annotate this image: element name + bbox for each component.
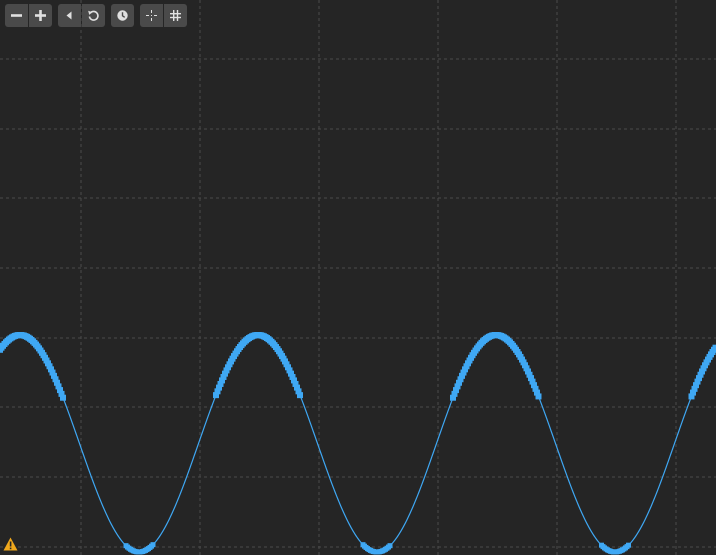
- clock-icon: [117, 10, 128, 21]
- data-point: [49, 369, 56, 376]
- step-back-button[interactable]: [58, 4, 81, 27]
- zoom-group: [5, 4, 52, 27]
- data-point: [534, 389, 540, 396]
- data-point: [58, 390, 65, 397]
- toolbar: [5, 4, 187, 27]
- data-point: [285, 364, 291, 371]
- data-point: [213, 392, 219, 399]
- data-point: [292, 380, 299, 387]
- data-point: [57, 387, 63, 394]
- data-point: [694, 378, 701, 385]
- step-back-icon: [66, 11, 72, 20]
- data-point: [288, 370, 294, 377]
- data-point: [457, 376, 464, 383]
- data-point: [220, 373, 227, 380]
- time-group: [111, 4, 134, 27]
- data-point: [456, 379, 462, 386]
- reset-button[interactable]: [82, 4, 105, 27]
- zoom-out-button[interactable]: [5, 4, 28, 27]
- data-point: [697, 371, 704, 378]
- zoom-in-button[interactable]: [29, 4, 52, 27]
- data-point: [532, 385, 539, 392]
- data-point: [51, 372, 57, 379]
- reset-icon: [88, 10, 99, 21]
- zoom-in-icon: [35, 10, 46, 21]
- data-point: [222, 370, 228, 377]
- data-point: [216, 384, 222, 391]
- data-point: [55, 383, 62, 390]
- view-group: [140, 4, 187, 27]
- data-point: [522, 362, 528, 369]
- data-point: [387, 543, 393, 549]
- data-point: [54, 379, 60, 386]
- warning-icon[interactable]: [3, 537, 18, 551]
- data-point: [52, 376, 59, 383]
- zoom-out-icon: [11, 14, 22, 17]
- data-point: [48, 366, 54, 373]
- data-point: [214, 388, 221, 395]
- data-point: [291, 377, 297, 384]
- series-trace: [0, 334, 716, 553]
- crosshair-icon: [146, 10, 157, 21]
- data-point: [693, 382, 699, 389]
- series-blue: [0, 332, 716, 555]
- data-point: [526, 371, 533, 378]
- data-point: [219, 377, 225, 384]
- data-point: [150, 542, 156, 548]
- crosshair-button[interactable]: [140, 4, 163, 27]
- data-point: [460, 369, 467, 376]
- data-point: [535, 393, 542, 400]
- data-point: [454, 383, 461, 390]
- data-point: [690, 389, 696, 396]
- data-point: [60, 394, 66, 401]
- data-point: [696, 375, 702, 382]
- data-point: [46, 363, 53, 370]
- data-point: [297, 392, 303, 399]
- clock-button[interactable]: [111, 4, 134, 27]
- data-point: [453, 387, 459, 394]
- grid-toggle-button[interactable]: [164, 4, 187, 27]
- data-point: [294, 384, 300, 391]
- data-point: [712, 344, 716, 351]
- data-point: [691, 385, 698, 392]
- data-point: [700, 365, 707, 372]
- data-point: [531, 382, 537, 389]
- data-point: [699, 368, 705, 375]
- data-point: [688, 393, 695, 400]
- data-point: [528, 375, 534, 382]
- data-point: [289, 373, 296, 380]
- data-point: [459, 372, 465, 379]
- navigation-group: [58, 4, 105, 27]
- data-point: [626, 542, 631, 548]
- data-point: [451, 390, 458, 397]
- data-point: [529, 378, 536, 385]
- data-point: [525, 368, 531, 375]
- data-point: [217, 380, 224, 387]
- data-point: [523, 365, 530, 372]
- data-point: [450, 394, 456, 401]
- data-point: [223, 367, 230, 374]
- data-point: [462, 366, 468, 373]
- data-point: [295, 388, 302, 395]
- data-point: [286, 367, 293, 374]
- grid-icon: [170, 10, 181, 21]
